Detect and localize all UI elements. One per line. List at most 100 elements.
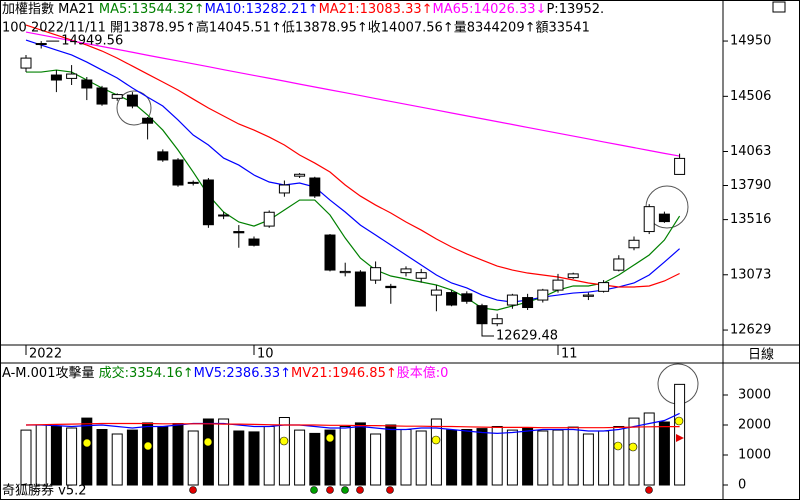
signal-arrow [676, 434, 684, 442]
candle-body [233, 231, 245, 234]
signal-dot [143, 441, 153, 451]
average-line [25, 24, 680, 288]
volume-bar [552, 429, 564, 486]
candle-body [263, 211, 275, 227]
y-tick-label: 13790 [730, 178, 771, 193]
volume-bar [233, 430, 245, 486]
y-tick-label: 0 [738, 478, 746, 493]
volume-bar [142, 422, 154, 486]
volume-bar [598, 430, 610, 486]
volume-bar [218, 418, 230, 486]
volume-bar [202, 418, 214, 486]
candle-body [142, 117, 154, 124]
volume-bar [111, 433, 123, 486]
candle-body [582, 294, 594, 297]
volume-bar [20, 429, 32, 486]
volume-bar [96, 428, 108, 486]
volume-bar [658, 421, 670, 486]
volume-bar [674, 383, 686, 486]
candle-body [491, 318, 503, 325]
signal-dot [326, 486, 334, 494]
signal-dot [613, 441, 623, 451]
candle-body [50, 74, 62, 81]
volume-bar [157, 425, 169, 486]
header-segment: MA5:13544.32↑ [99, 2, 205, 17]
highlight-circle [116, 90, 152, 126]
signal-dot [674, 416, 684, 426]
signal-dot [325, 433, 335, 443]
candle-body [157, 151, 169, 161]
volume-bar [187, 430, 199, 486]
volume-bar [370, 433, 382, 486]
window-icon[interactable] [772, 1, 786, 13]
candle-body [294, 173, 306, 177]
marks: 14950 14506 14063 13790 13516 13073 12629 2022 1… [2, 2, 774, 493]
candle-body [111, 94, 123, 99]
candle-body [354, 271, 366, 307]
volume-bar [278, 416, 290, 486]
volume-bar [263, 425, 275, 486]
candle-body [628, 239, 640, 249]
candle-body [643, 206, 655, 233]
signal-dots [82, 416, 684, 494]
header-segment: MV21:1946.85↑ [291, 366, 397, 381]
annotation: 12629.48 [496, 328, 558, 343]
y-tick-label: 2000 [738, 417, 771, 432]
volume-bar [126, 429, 138, 486]
x-tick-label: 11 [561, 347, 578, 362]
y-tick-label: 1000 [738, 448, 771, 463]
volume-bar [461, 428, 473, 486]
volume-bar [582, 433, 594, 486]
average-line [26, 412, 680, 434]
header-segment: MV5:2386.33↑ [194, 366, 291, 381]
header-segment: 加權指數 MA21 [2, 2, 99, 17]
signal-dot [356, 486, 364, 494]
candle-body [567, 273, 579, 279]
volume-bar [522, 427, 534, 486]
x-tick-label: 2022 [29, 347, 62, 362]
signal-dot [310, 486, 318, 494]
candle-body [35, 43, 47, 46]
candle-body [172, 159, 184, 186]
period-label: 日線 [748, 347, 774, 363]
footer: 奇狐勝券 v5.2 [2, 483, 87, 499]
signal-dot [431, 435, 441, 445]
candle-body [506, 294, 518, 306]
y-tick-label: 12629 [730, 323, 771, 338]
y-tick-label: 13073 [730, 267, 771, 282]
candle-body [598, 282, 610, 292]
volume-bar [172, 422, 184, 486]
candle-body [96, 87, 108, 105]
panel-header: 加權指數 MA21 MA5:13544.32↑MA10:13282.21↑MA2… [2, 2, 604, 17]
volume-bar [35, 424, 47, 486]
candle-body [552, 279, 564, 291]
volume-bar [50, 425, 62, 486]
candle-body [446, 292, 458, 306]
signal-dot [645, 486, 653, 494]
candle-body [415, 272, 427, 279]
candle-body [339, 270, 351, 274]
header-segment: MA10:13282.21↑ [205, 2, 319, 17]
header-segment: MA65:14026.33↓ [433, 2, 547, 17]
candle-body [522, 297, 534, 309]
volume-bar [567, 426, 579, 486]
average-line [25, 31, 680, 157]
volume-bar [385, 424, 397, 486]
signal-dot [386, 486, 394, 494]
volume-bar [309, 432, 321, 486]
candle-body [370, 267, 382, 281]
volume-bar [491, 425, 503, 486]
candle-body [218, 214, 230, 217]
signal-dot [341, 486, 349, 494]
y-tick-label: 14950 [730, 34, 771, 49]
candle-body [461, 293, 473, 302]
annotation-leader [481, 329, 494, 337]
volume-bar [506, 429, 518, 486]
volume-bar [430, 418, 442, 486]
signal-dot [628, 442, 638, 452]
annotation: 14949.56 [61, 34, 123, 49]
candle-body [613, 258, 625, 271]
candle-body [66, 73, 78, 79]
average-line [25, 39, 680, 303]
